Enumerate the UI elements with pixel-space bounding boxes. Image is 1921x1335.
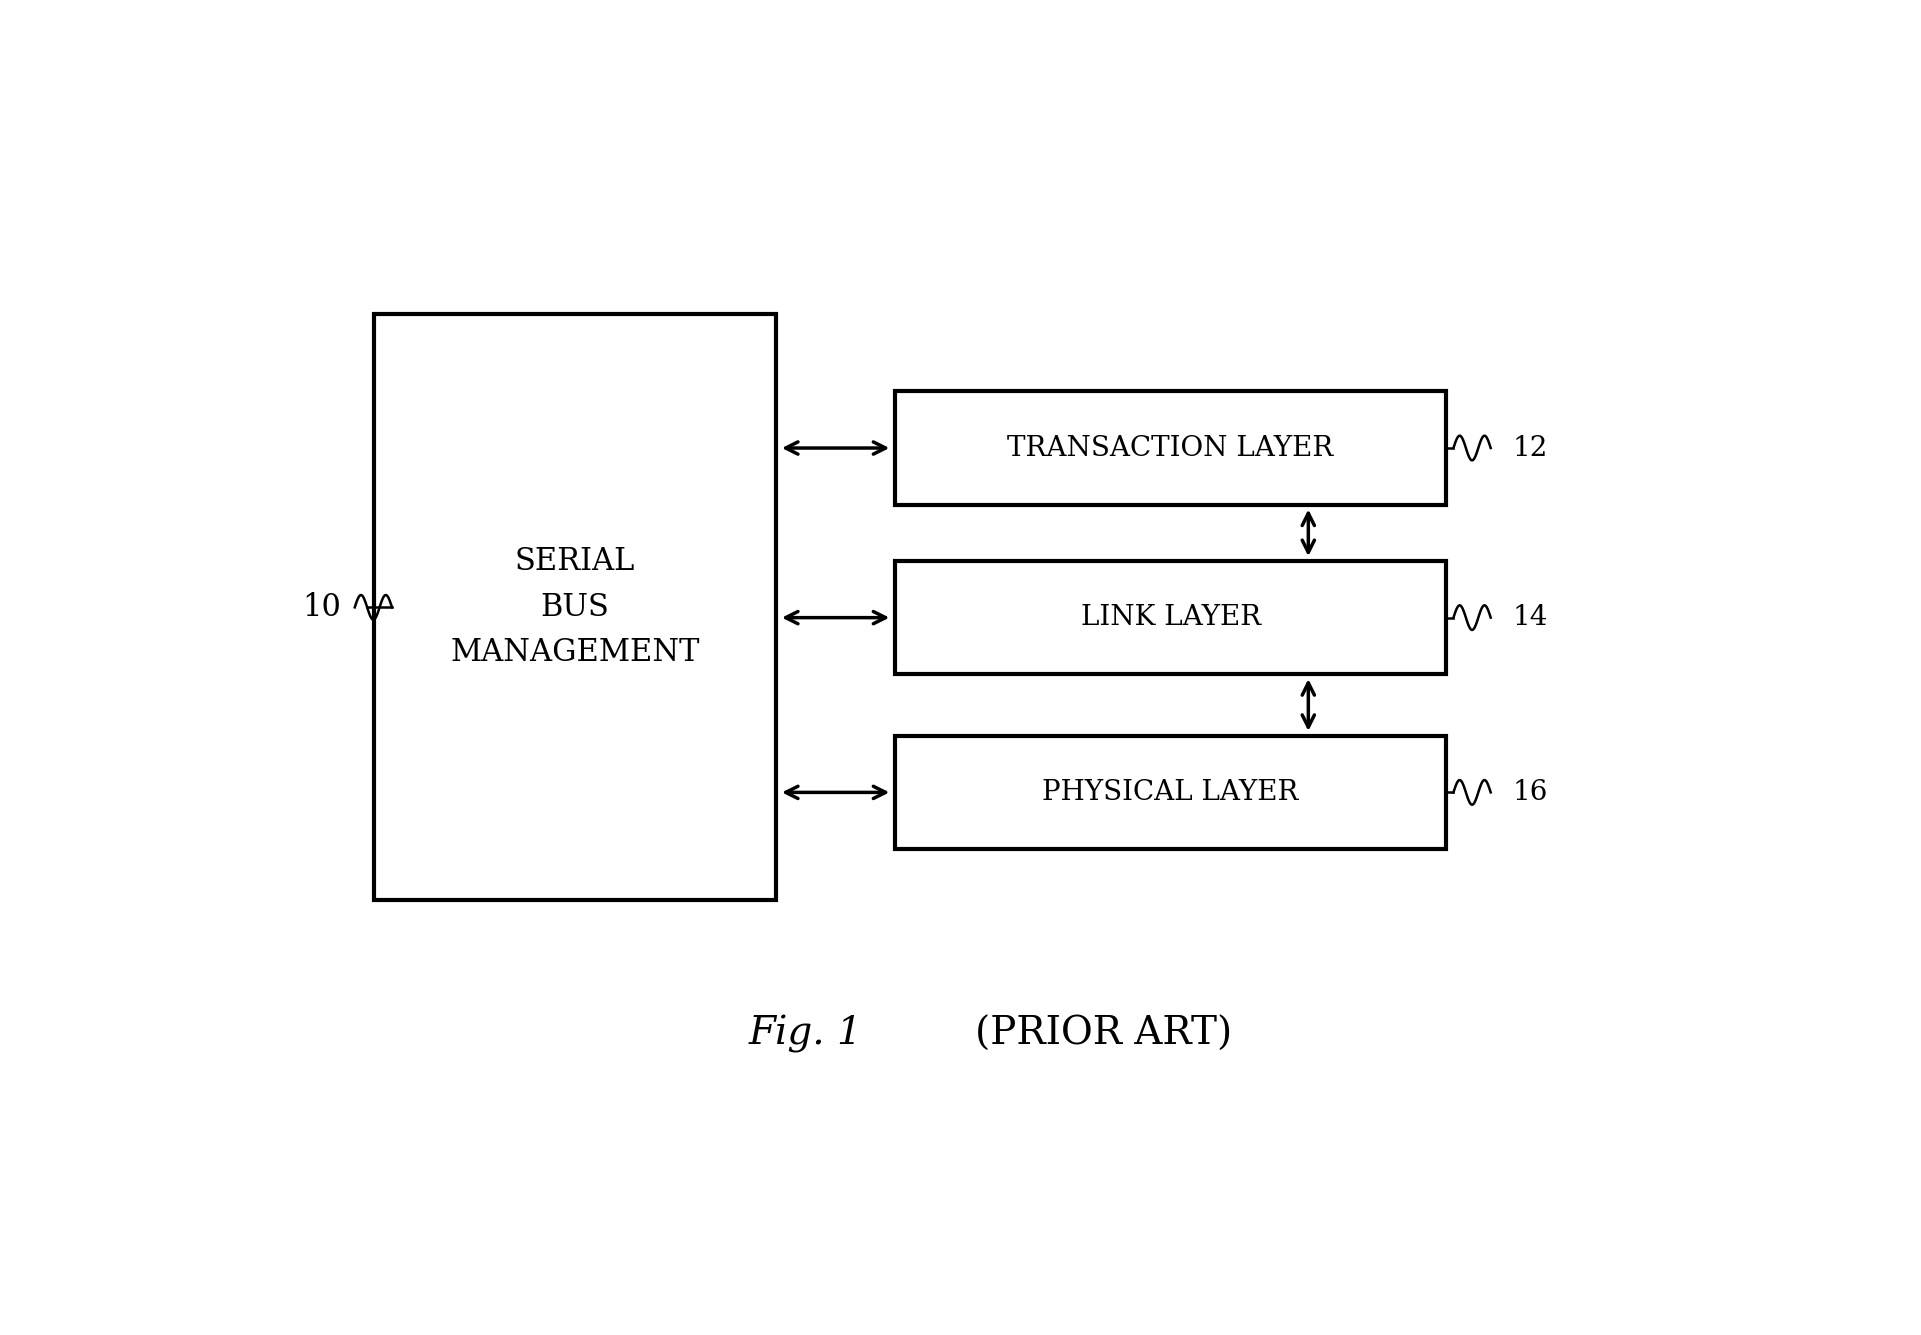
Bar bbox=[375, 314, 776, 900]
Bar bbox=[895, 391, 1447, 505]
Text: SERIAL
BUS
MANAGEMENT: SERIAL BUS MANAGEMENT bbox=[450, 546, 699, 669]
Bar bbox=[895, 736, 1447, 849]
Text: (PRIOR ART): (PRIOR ART) bbox=[976, 1016, 1231, 1052]
Text: PHYSICAL LAYER: PHYSICAL LAYER bbox=[1043, 778, 1299, 806]
Text: 16: 16 bbox=[1514, 778, 1548, 806]
Text: 12: 12 bbox=[1514, 434, 1548, 462]
Text: 10: 10 bbox=[304, 591, 342, 623]
Text: 14: 14 bbox=[1514, 605, 1548, 631]
Text: TRANSACTION LAYER: TRANSACTION LAYER bbox=[1007, 434, 1333, 462]
Bar bbox=[895, 561, 1447, 674]
Text: LINK LAYER: LINK LAYER bbox=[1080, 605, 1260, 631]
Text: Fig. 1: Fig. 1 bbox=[749, 1015, 863, 1053]
